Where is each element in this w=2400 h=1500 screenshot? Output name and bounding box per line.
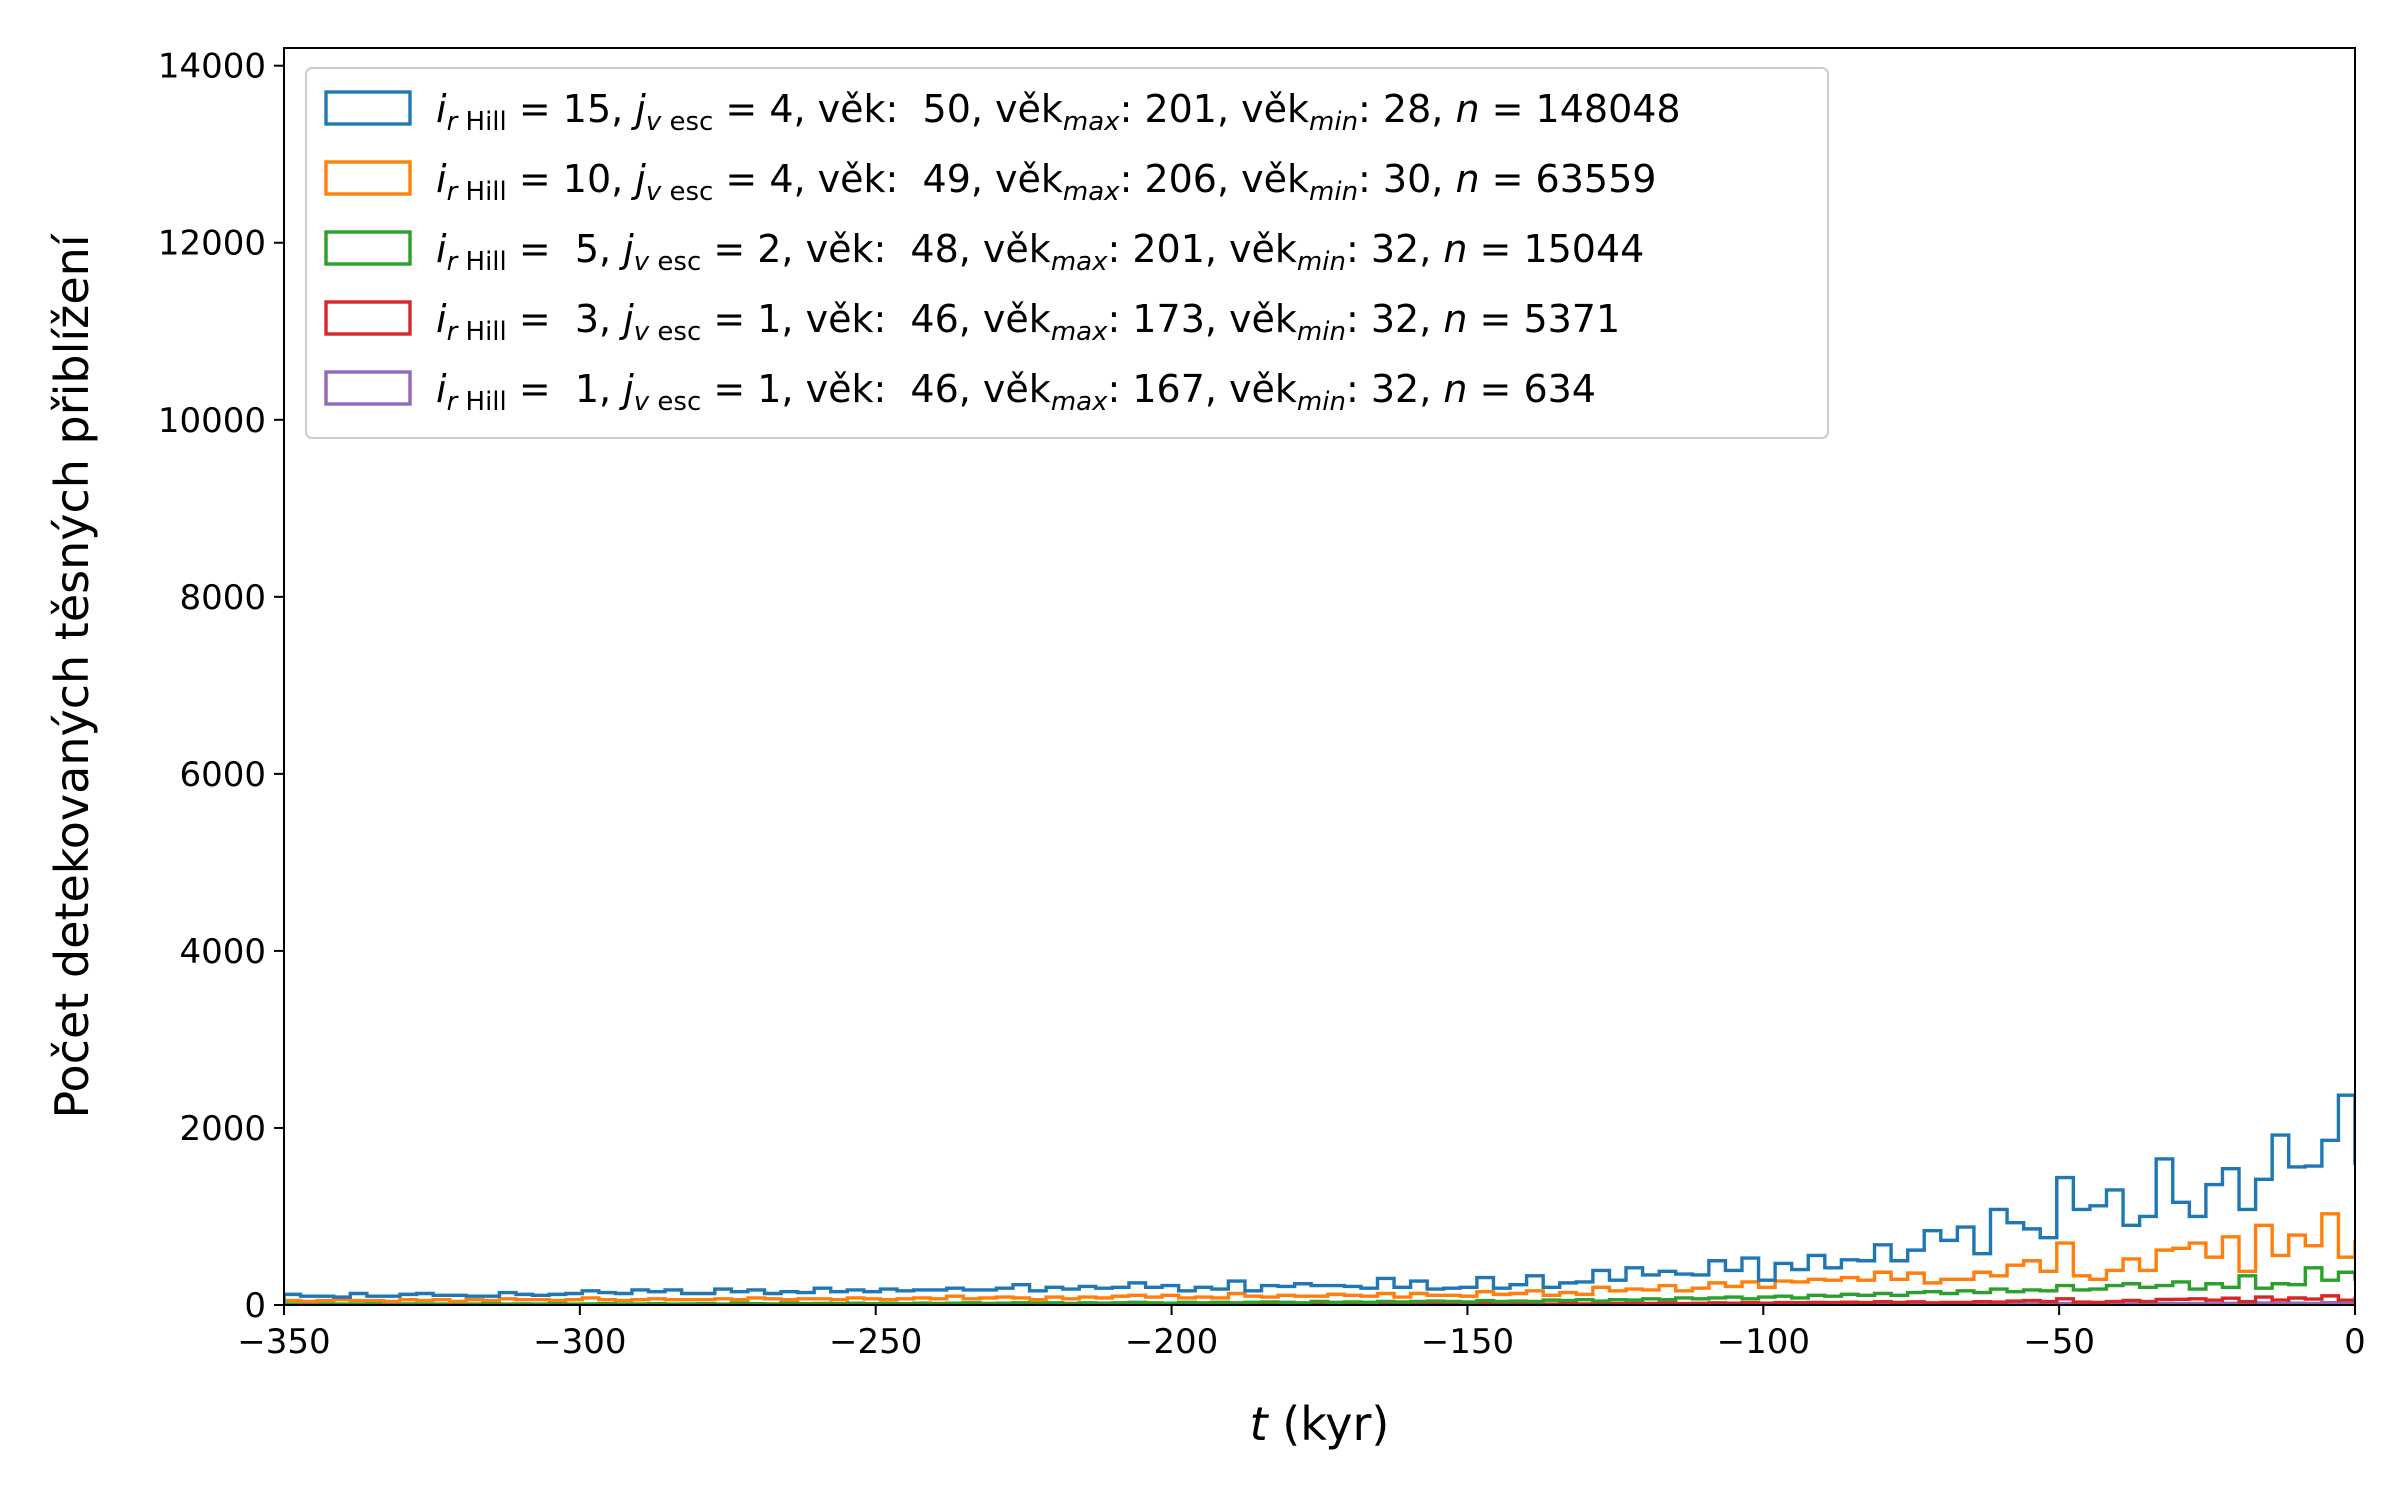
x-tick-label: −300 bbox=[533, 1322, 626, 1362]
x-tick-label: −100 bbox=[1717, 1322, 1810, 1362]
legend-swatch bbox=[324, 230, 412, 266]
plot-frame bbox=[283, 47, 2356, 1306]
legend-swatch bbox=[324, 90, 412, 126]
series-1-step bbox=[284, 1093, 2355, 1305]
series-2-step bbox=[284, 1212, 2355, 1305]
series-3-step bbox=[284, 1266, 2355, 1305]
legend-swatch bbox=[324, 300, 412, 336]
y-tick-label: 4000 bbox=[179, 932, 266, 972]
y-tick-label: 10000 bbox=[158, 401, 266, 441]
legend-box bbox=[305, 67, 1829, 439]
x-tick-label: 0 bbox=[2344, 1322, 2366, 1362]
legend-swatch bbox=[324, 370, 412, 406]
legend-entry: ir Hill = 10, jv esc = 4, věk: 49, věkma… bbox=[436, 157, 1656, 207]
x-tick-label: −50 bbox=[2023, 1322, 2095, 1362]
y-tick-label: 2000 bbox=[179, 1109, 266, 1149]
legend-entry: ir Hill = 1, jv esc = 1, věk: 46, věkmax… bbox=[436, 367, 1596, 417]
x-axis: −350 −300 −250 −200 −150 −100 −50 0 bbox=[237, 1305, 2366, 1362]
y-tick-label: 0 bbox=[244, 1286, 266, 1326]
y-tick-label: 8000 bbox=[179, 578, 266, 618]
legend-swatch bbox=[324, 160, 412, 196]
y-tick-label: 12000 bbox=[158, 224, 266, 264]
legend-entry: ir Hill = 3, jv esc = 1, věk: 46, věkmax… bbox=[436, 297, 1620, 347]
x-tick-label: −200 bbox=[1125, 1322, 1218, 1362]
legend: ir Hill = 15, jv esc = 4, věk: 50, věkma… bbox=[305, 67, 1829, 439]
x-tick-label: −350 bbox=[237, 1322, 330, 1362]
x-axis-title-unit: (kyr) bbox=[1268, 1397, 1390, 1451]
x-axis-title-var: t bbox=[1250, 1397, 1270, 1451]
y-axis-title: Počet detekovaných těsných přiblížení bbox=[45, 233, 99, 1118]
legend-entry: ir Hill = 15, jv esc = 4, věk: 50, věkma… bbox=[436, 87, 1681, 137]
y-axis: 0 2000 4000 6000 8000 10000 12000 14000 bbox=[158, 47, 284, 1326]
x-axis-title: t (kyr) bbox=[1250, 1397, 1390, 1451]
x-tick-label: −250 bbox=[829, 1322, 922, 1362]
y-tick-label: 14000 bbox=[158, 47, 266, 87]
y-tick-label: 6000 bbox=[179, 755, 266, 795]
legend-entry: ir Hill = 5, jv esc = 2, věk: 48, věkmax… bbox=[436, 227, 1644, 277]
x-tick-label: −150 bbox=[1421, 1322, 1514, 1362]
